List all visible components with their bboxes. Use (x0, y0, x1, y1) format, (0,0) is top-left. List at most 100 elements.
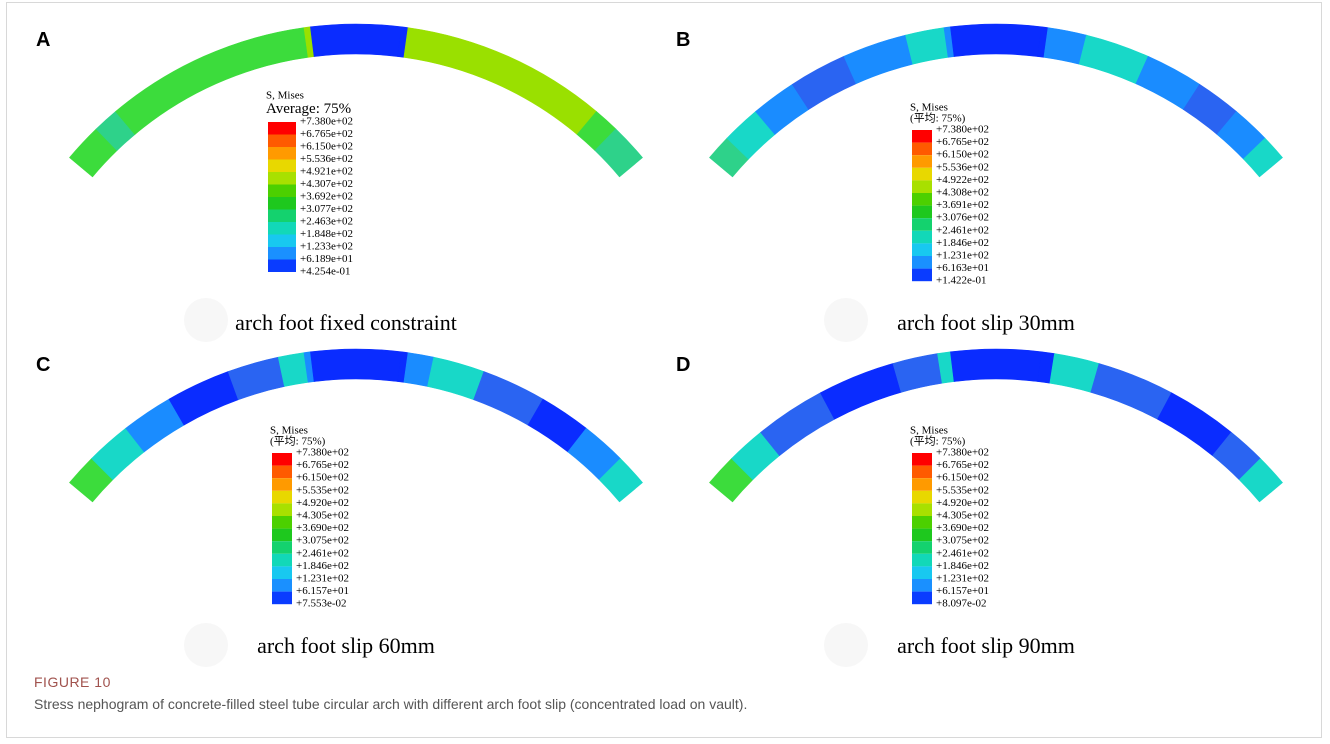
panel-caption: arch foot slip 60mm (257, 633, 435, 658)
figure-label: FIGURE 10 (34, 674, 111, 690)
legend-title: S, Mises (266, 90, 304, 102)
legend-swatch (272, 592, 292, 605)
legend-value: +6.765e+02 (296, 459, 349, 471)
legend-value: +6.150e+02 (936, 472, 989, 484)
legend-value: +6.765e+02 (936, 459, 989, 471)
legend-swatch (268, 197, 296, 210)
arch-segment (950, 349, 1041, 382)
panel-caption: arch foot slip 30mm (897, 310, 1075, 335)
panel-letter: C (36, 354, 50, 376)
arch-segment (228, 357, 284, 400)
legend-swatch (912, 478, 932, 491)
legend-swatch (268, 260, 296, 273)
legend-swatch (912, 180, 932, 193)
figure-panels: AS, MisesAverage: 75%+7.380e+02+6.765e+0… (0, 0, 1330, 744)
arch-segment (116, 28, 309, 135)
legend-swatch (268, 160, 296, 173)
legend-value: +4.305e+02 (936, 510, 989, 522)
legend-value: +6.189e+01 (300, 253, 353, 265)
legend-swatch (268, 122, 296, 135)
arch-segment (404, 28, 597, 135)
legend-value: +1.848e+02 (300, 228, 353, 240)
panel-caption: arch foot fixed constraint (235, 310, 457, 335)
legend-value: +6.163e+01 (936, 262, 989, 274)
legend-swatch (268, 135, 296, 148)
legend-swatch (912, 579, 932, 592)
legend-value: +5.536e+02 (300, 153, 353, 165)
legend-value: +6.157e+01 (296, 585, 349, 597)
legend-value: +3.077e+02 (300, 203, 353, 215)
legend-swatch (272, 554, 292, 567)
legend-value: +1.846e+02 (936, 560, 989, 572)
arch-segment (761, 393, 835, 456)
arch-segment (844, 35, 913, 84)
legend-value: +5.535e+02 (296, 484, 349, 496)
legend-swatch (272, 579, 292, 592)
legend-value: +7.380e+02 (296, 447, 349, 459)
legend-value: +8.097e-02 (936, 598, 987, 610)
panel: DS, Mises(平均: 75%)+7.380e+02+6.765e+02+6… (676, 349, 1283, 667)
legend-value: +1.846e+02 (296, 560, 349, 572)
figure-caption: Stress nephogram of concrete-filled stee… (34, 696, 747, 712)
legend-value: +1.231e+02 (936, 250, 989, 262)
legend-swatch (912, 143, 932, 156)
arch-segment (1091, 363, 1172, 419)
legend-swatch (268, 235, 296, 248)
legend-swatch (912, 256, 932, 269)
legend-value: +4.305e+02 (296, 510, 349, 522)
legend-swatch (912, 155, 932, 168)
legend-value: +3.690e+02 (296, 522, 349, 534)
legend-swatch (912, 466, 932, 479)
legend-swatch (268, 147, 296, 160)
legend-swatch (912, 503, 932, 516)
legend-value: +1.422e-01 (936, 275, 987, 287)
legend-value: +7.380e+02 (936, 124, 989, 136)
legend-value: +3.690e+02 (936, 522, 989, 534)
caption-mark (824, 623, 868, 667)
legend-swatch (912, 243, 932, 256)
panel-letter: B (676, 29, 690, 51)
panel: BS, Mises(平均: 75%)+7.380e+02+6.765e+02+6… (676, 24, 1283, 342)
legend-swatch (272, 541, 292, 554)
legend-value: +5.535e+02 (936, 484, 989, 496)
arch-segment (1044, 28, 1087, 65)
legend-value: +3.075e+02 (936, 535, 989, 547)
arch-segment (428, 357, 484, 400)
legend-value: +2.463e+02 (300, 216, 353, 228)
legend-value: +4.307e+02 (300, 178, 353, 190)
legend-swatch (272, 466, 292, 479)
legend-swatch (268, 247, 296, 260)
panel-letter: A (36, 29, 50, 51)
legend-swatch (268, 222, 296, 235)
legend-value: +1.233e+02 (300, 241, 353, 253)
legend-value: +6.150e+02 (296, 472, 349, 484)
legend-swatch (272, 491, 292, 504)
legend-swatch (912, 269, 932, 282)
legend-swatch (912, 541, 932, 554)
legend-swatch (912, 491, 932, 504)
legend-swatch (912, 168, 932, 181)
legend-swatch (272, 516, 292, 529)
legend-value: +4.308e+02 (936, 187, 989, 199)
legend-value: +6.157e+01 (936, 585, 989, 597)
legend-swatch (272, 478, 292, 491)
legend-value: +6.150e+02 (936, 149, 989, 161)
legend-value: +1.231e+02 (296, 573, 349, 585)
arch-segment (950, 24, 1041, 57)
page: AS, MisesAverage: 75%+7.380e+02+6.765e+0… (0, 0, 1330, 744)
legend-swatch (912, 554, 932, 567)
legend-swatch (912, 453, 932, 466)
legend-value: +3.692e+02 (300, 191, 353, 203)
legend-swatch (268, 210, 296, 223)
legend-swatch (912, 529, 932, 542)
legend-value: +4.922e+02 (936, 174, 989, 186)
panel-caption: arch foot slip 90mm (897, 633, 1075, 658)
legend-value: +1.231e+02 (936, 573, 989, 585)
legend-swatch (272, 566, 292, 579)
legend-value: +7.553e-02 (296, 598, 347, 610)
caption-mark (824, 298, 868, 342)
legend-swatch (912, 130, 932, 143)
legend-swatch (912, 592, 932, 605)
legend-value: +6.765e+02 (300, 128, 353, 140)
legend-swatch (912, 516, 932, 529)
